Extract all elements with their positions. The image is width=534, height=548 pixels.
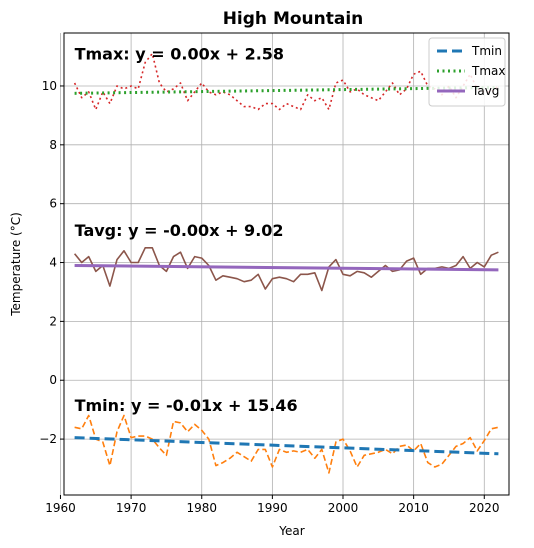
annotations: Tmax: y = 0.00x + 2.58 Tavg: y = -0.00x +… bbox=[75, 44, 298, 415]
x-axis: 1960 1970 1980 1990 2000 2010 2020 bbox=[45, 495, 499, 515]
chart-title: High Mountain bbox=[223, 9, 364, 29]
y-tick-label: 4 bbox=[49, 256, 57, 270]
y-tick-label: 8 bbox=[49, 138, 57, 152]
y-tick-label: 2 bbox=[49, 314, 57, 328]
y-tick-label: −2 bbox=[39, 432, 57, 446]
legend-label-tmax: Tmax bbox=[471, 64, 505, 78]
x-tick-label: 1980 bbox=[186, 501, 217, 515]
x-tick-label: 2020 bbox=[469, 501, 500, 515]
annotation-2: Tmin: y = -0.01x + 15.46 bbox=[75, 396, 298, 415]
annotation-1: Tavg: y = -0.00x + 9.02 bbox=[75, 221, 284, 240]
y-tick-label: 0 bbox=[49, 373, 57, 387]
legend: Tmin Tmax Tavg bbox=[429, 38, 505, 106]
trend-line-tmin bbox=[75, 438, 499, 454]
x-tick-label: 1990 bbox=[257, 501, 288, 515]
x-tick-label: 1960 bbox=[45, 501, 76, 515]
legend-label-tmin: Tmin bbox=[471, 44, 502, 58]
x-tick-label: 1970 bbox=[116, 501, 147, 515]
x-axis-label: Year bbox=[278, 524, 304, 538]
y-axis-label: Temperature (°C) bbox=[9, 212, 23, 317]
y-tick-label: 6 bbox=[49, 197, 57, 211]
legend-label-tavg: Tavg bbox=[471, 84, 499, 98]
x-tick-label: 2000 bbox=[328, 501, 359, 515]
y-tick-label: 10 bbox=[42, 79, 57, 93]
annotation-0: Tmax: y = 0.00x + 2.58 bbox=[75, 44, 284, 63]
series-line-tmin bbox=[75, 416, 499, 473]
x-tick-label: 2010 bbox=[398, 501, 429, 515]
